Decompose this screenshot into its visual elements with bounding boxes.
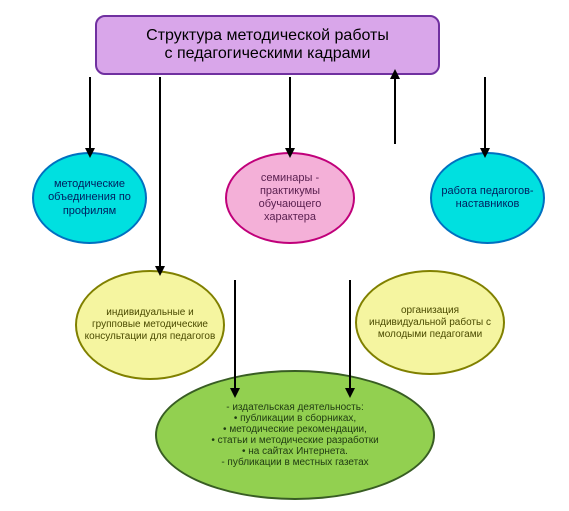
arrow-3-line xyxy=(394,77,396,144)
diagram-title: Структура методической работыс педагогич… xyxy=(95,15,440,75)
arrow-3-head xyxy=(390,69,400,79)
node-n5-text: организация индивидуальной работы с моло… xyxy=(363,305,497,341)
arrow-2-head xyxy=(285,148,295,158)
node-n6-item: публикации в сборниках, xyxy=(211,413,378,424)
node-n3-text: работа педагогов-наставников xyxy=(438,185,537,211)
arrow-1-line xyxy=(159,77,161,268)
title-line2: с педагогическими кадрами xyxy=(165,45,371,63)
node-n6-list: публикации в сборниках,методические реко… xyxy=(211,413,378,457)
node-n4-text: индивидуальные и групповые методические … xyxy=(83,307,217,343)
node-n6-item: статьи и методические разработки xyxy=(211,435,378,446)
node-n6-item: на сайтах Интернета. xyxy=(211,446,378,457)
arrow-6-head xyxy=(345,388,355,398)
node-n6-footer: - публикации в местных газетах xyxy=(221,457,368,468)
title-line1: Структура методической работы xyxy=(146,27,389,45)
arrow-2-line xyxy=(289,77,291,150)
node-n1-text: методические объединения по профилям xyxy=(40,178,139,218)
arrow-4-line xyxy=(484,77,486,150)
node-n4: индивидуальные и групповые методические … xyxy=(75,270,225,380)
arrow-1-head xyxy=(155,266,165,276)
node-n1: методические объединения по профилям xyxy=(32,152,147,244)
node-n6: - издательская деятельность:публикации в… xyxy=(155,370,435,500)
node-n6-header: - издательская деятельность: xyxy=(226,402,364,413)
node-n5: организация индивидуальной работы с моло… xyxy=(355,270,505,375)
arrow-5-line xyxy=(234,280,236,390)
arrow-5-head xyxy=(230,388,240,398)
node-n3: работа педагогов-наставников xyxy=(430,152,545,244)
node-n2: семинары - практикумы обучающего характе… xyxy=(225,152,355,244)
arrow-6-line xyxy=(349,280,351,390)
node-n2-text: семинары - практикумы обучающего характе… xyxy=(233,172,347,225)
arrow-0-line xyxy=(89,77,91,150)
arrow-0-head xyxy=(85,148,95,158)
arrow-4-head xyxy=(480,148,490,158)
node-n6-item: методические рекомендации, xyxy=(211,424,378,435)
